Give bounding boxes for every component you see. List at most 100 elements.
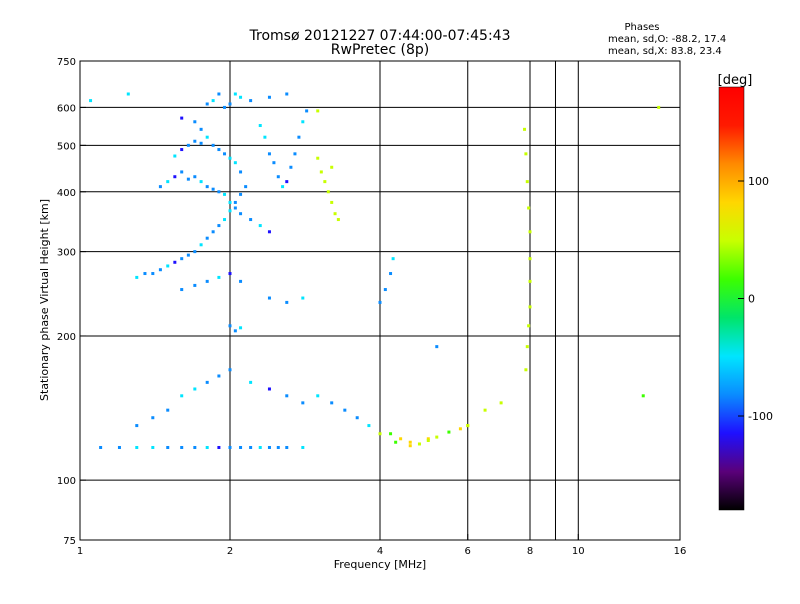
data-point xyxy=(527,324,531,328)
data-point xyxy=(435,345,439,349)
x-tick-label: 1 xyxy=(77,546,83,557)
data-point xyxy=(126,92,130,96)
x-tick-label: 10 xyxy=(572,546,585,557)
data-point xyxy=(233,206,237,210)
data-point xyxy=(173,175,177,179)
data-point xyxy=(394,440,398,444)
data-point xyxy=(330,401,334,405)
stats-header: Phases xyxy=(624,22,659,33)
data-point xyxy=(367,424,371,428)
data-point xyxy=(276,445,280,449)
data-point xyxy=(326,190,330,194)
data-point xyxy=(244,185,248,189)
data-point xyxy=(211,230,215,234)
data-point xyxy=(233,329,237,333)
data-point xyxy=(166,445,170,449)
data-point xyxy=(186,253,190,257)
data-point xyxy=(211,99,215,103)
data-point xyxy=(355,416,359,420)
data-point xyxy=(289,165,293,169)
y-tick-label: 600 xyxy=(57,103,76,114)
data-point xyxy=(301,401,305,405)
data-point xyxy=(239,279,243,283)
y-tick-label: 100 xyxy=(57,476,76,487)
data-point xyxy=(135,445,139,449)
data-point xyxy=(228,209,232,213)
data-point xyxy=(378,300,382,304)
data-point xyxy=(151,416,155,420)
data-point xyxy=(117,445,121,449)
data-point xyxy=(285,92,289,96)
data-point xyxy=(135,275,139,279)
data-point xyxy=(483,408,487,412)
data-point xyxy=(228,324,232,328)
data-point xyxy=(205,185,209,189)
data-point xyxy=(378,432,382,436)
data-point xyxy=(223,152,227,156)
data-point xyxy=(180,394,184,398)
data-point xyxy=(458,427,462,431)
data-point xyxy=(319,170,323,174)
data-point xyxy=(272,161,276,165)
data-point xyxy=(267,230,271,234)
data-point xyxy=(408,444,412,448)
data-point xyxy=(391,257,395,261)
data-point xyxy=(193,387,197,391)
data-point xyxy=(323,180,327,184)
data-point xyxy=(267,445,271,449)
data-point xyxy=(435,435,439,439)
data-point xyxy=(180,116,184,120)
colorbar-label: [deg] xyxy=(718,73,753,88)
data-point xyxy=(343,408,347,412)
data-point xyxy=(267,95,271,99)
data-point xyxy=(267,387,271,391)
data-point xyxy=(205,135,209,139)
data-point xyxy=(333,212,337,216)
data-point xyxy=(426,439,430,443)
data-point xyxy=(217,445,221,449)
data-point xyxy=(228,445,232,449)
chart-title: Tromsø 20121227 07:44:00-07:45:43 xyxy=(249,28,511,44)
data-point xyxy=(239,192,243,196)
data-point xyxy=(205,279,209,283)
data-point xyxy=(211,187,215,191)
data-point xyxy=(301,445,305,449)
x-tick-label: 4 xyxy=(377,546,383,557)
data-point xyxy=(205,102,209,106)
data-point xyxy=(193,139,197,143)
data-point xyxy=(249,99,253,103)
data-point xyxy=(173,154,177,158)
data-point xyxy=(151,272,155,276)
data-point xyxy=(166,180,170,184)
colorbar-tick-label: -100 xyxy=(748,410,773,423)
data-point xyxy=(223,192,227,196)
data-point xyxy=(223,218,227,222)
y-axis-label: Stationary phase Virtual Height [km] xyxy=(38,199,51,401)
data-point xyxy=(276,175,280,179)
data-point xyxy=(330,200,334,204)
data-point xyxy=(180,445,184,449)
data-point xyxy=(285,445,289,449)
data-point xyxy=(293,152,297,156)
data-point xyxy=(316,156,320,160)
data-point xyxy=(158,268,162,272)
data-point xyxy=(316,394,320,398)
x-axis-ticks: 1 2 4 6 8 10 16 xyxy=(77,534,686,557)
data-point xyxy=(193,445,197,449)
data-point xyxy=(158,185,162,189)
data-point xyxy=(389,272,393,276)
data-point xyxy=(239,170,243,174)
data-point xyxy=(180,148,184,152)
data-point xyxy=(657,105,661,109)
data-point xyxy=(336,218,340,222)
data-point xyxy=(466,424,470,428)
data-point xyxy=(228,200,232,204)
data-point xyxy=(199,243,203,247)
colorbar-ticks: 100 0 -100 xyxy=(738,175,773,423)
data-point xyxy=(173,260,177,264)
data-point xyxy=(524,152,528,156)
data-point xyxy=(305,109,309,113)
data-point xyxy=(525,180,529,184)
data-point xyxy=(135,424,139,428)
